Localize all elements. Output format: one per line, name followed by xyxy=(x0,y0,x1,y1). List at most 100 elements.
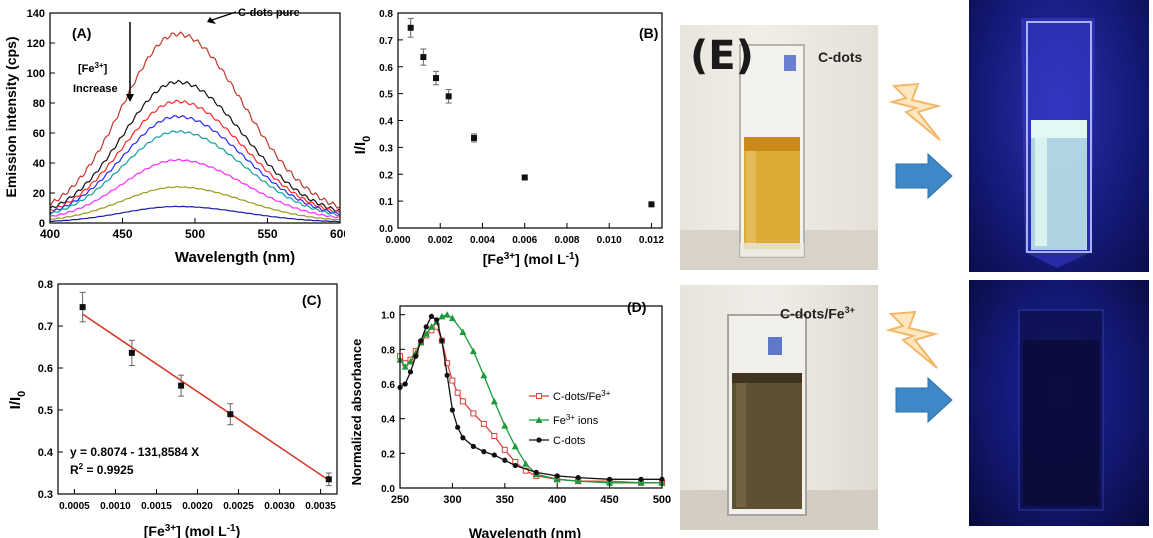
photo-label-cdots-fe: C-dots/Fe3+ xyxy=(780,305,855,322)
chart-a-ytick-label: 20 xyxy=(33,188,45,200)
chart-c-panel-label: (C) xyxy=(302,292,321,308)
chart-b-point xyxy=(407,24,414,31)
chart-a-xlabel: Wavelength (nm) xyxy=(175,249,295,266)
chart-d-point xyxy=(449,407,455,413)
chart-b-ytick-label: 0.8 xyxy=(379,9,393,20)
chart-d-point xyxy=(533,469,539,475)
chart-d-ytick-label: 0.8 xyxy=(381,345,395,356)
chart-d-point xyxy=(637,479,645,486)
chart-a-ytick-label: 120 xyxy=(27,38,45,50)
chart-b-point xyxy=(471,134,478,141)
chart-c-point xyxy=(227,411,234,418)
chart-a-xtick-label: 400 xyxy=(40,227,60,241)
chart-d-point xyxy=(491,433,498,439)
chart-d-point xyxy=(449,377,456,384)
chart-a-xtick-label: 550 xyxy=(257,227,277,241)
chart-a-series-line xyxy=(49,158,340,219)
chart-d-point xyxy=(418,338,424,344)
chart-a-xtick-label: 600 xyxy=(330,227,345,241)
chart-d-point xyxy=(554,473,560,479)
chart-d-point xyxy=(443,311,451,318)
chart-d-legend: C-dots/Fe3+ Fe3+ ions C-dots xyxy=(529,389,611,447)
chart-d-point xyxy=(448,314,456,322)
chart-d-point xyxy=(491,452,497,458)
chart-b-ytick-label: 0.3 xyxy=(379,143,393,154)
chart-d-series-line xyxy=(399,325,662,484)
chart-d-xlabel: Wavelength (nm) xyxy=(469,525,581,538)
chart-a-xtick-label: 450 xyxy=(112,227,132,241)
legend-label-cdots-fe: C-dots/Fe3+ xyxy=(553,389,611,403)
photo-cdots-uv xyxy=(969,0,1149,272)
chart-d-point xyxy=(401,363,409,370)
chart-a-xtick-label: 500 xyxy=(185,227,205,241)
chart-d-point xyxy=(490,397,498,405)
photo-panel-label: (E) xyxy=(690,33,754,79)
photo-cdots-fe-uv xyxy=(969,280,1149,526)
chart-a-ytick-label: 80 xyxy=(33,98,45,110)
chart-d-point xyxy=(438,312,446,320)
chart-b-point xyxy=(521,174,528,181)
chart-a-series-line xyxy=(49,185,340,221)
arrow-right-icon-top xyxy=(895,152,953,200)
chart-c-ytick-label: 0.3 xyxy=(38,489,53,501)
chart-c-ytick-label: 0.5 xyxy=(38,405,53,417)
chart-d-xtick-label: 400 xyxy=(548,494,566,506)
chart-d-series-line xyxy=(399,315,662,480)
chart-a-series-line xyxy=(49,79,340,213)
chart-d-ytick-label: 0.0 xyxy=(381,484,395,495)
chart-d-point xyxy=(407,369,414,375)
chart-b-xlabel: [Fe3+] (mol L-1) xyxy=(483,251,580,267)
chart-c-point xyxy=(79,304,86,311)
chart-d: 250 300 350 400 450 500 0.0 0.2 0.4 0.6 0.8 1.0 (D)… xyxy=(349,299,671,538)
chart-a-ytick-label: 60 xyxy=(33,128,45,140)
chart-d-point xyxy=(454,389,461,396)
chart-a-annotation-increase: Increase xyxy=(73,83,118,95)
chart-a-series-line xyxy=(49,114,340,216)
chart-c-xtick-label: 0.0005 xyxy=(59,501,90,512)
chart-b-xtick-label: 0.000 xyxy=(385,235,410,246)
chart-a-annotation-ion: [Fe3+] xyxy=(78,61,108,75)
chart-d-panel-label: (D) xyxy=(627,299,646,315)
chart-a-series-line xyxy=(49,31,340,210)
chart-a-ylabel: Emission intensity (cps) xyxy=(3,36,19,197)
chart-c-point xyxy=(178,382,185,389)
chart-b-ytick-label: 0.2 xyxy=(379,170,393,181)
chart-a-ytick-label: 0 xyxy=(39,218,45,230)
chart-c-xtick-label: 0.0035 xyxy=(305,501,336,512)
chart-c: 0.0005 0.0010 0.0015 0.0020 0.0025 0.0030 0.00… xyxy=(7,279,338,538)
chart-d-ytick-label: 0.6 xyxy=(381,380,395,391)
chart-d-point xyxy=(638,476,644,482)
chart-b-point xyxy=(433,75,440,82)
chart-b-ytick-label: 0.6 xyxy=(379,63,393,74)
chart-c-xtick-label: 0.0025 xyxy=(223,501,254,512)
chart-c-point xyxy=(128,349,135,356)
chart-d-point xyxy=(423,324,429,330)
chart-a-series-line xyxy=(49,205,340,223)
chart-d-point xyxy=(606,479,614,486)
chart-d-point xyxy=(444,372,450,378)
chart-b-xtick-label: 0.010 xyxy=(597,235,622,246)
chart-a-arrow-pure xyxy=(211,11,237,21)
chart-d-point xyxy=(413,353,419,359)
chart-c-point xyxy=(325,476,332,483)
chart-b-ytick-label: 0.4 xyxy=(379,117,393,128)
chart-a: 400 450 500 550 600 0 20 40 60 80 100 120 140 (A) C-… xyxy=(3,7,345,266)
chart-d-xtick-label: 450 xyxy=(600,494,618,506)
chart-b-ytick-label: 0.0 xyxy=(379,224,393,235)
chart-a-ytick-label: 140 xyxy=(27,8,45,20)
chart-b-xtick-label: 0.008 xyxy=(554,235,579,246)
chart-d-point xyxy=(439,338,445,344)
chart-c-xtick-label: 0.0015 xyxy=(141,501,172,512)
chart-d-point xyxy=(459,328,467,335)
legend-label-cdots: C-dots xyxy=(553,435,586,447)
chart-d-point xyxy=(402,381,408,387)
chart-d-xtick-label: 300 xyxy=(443,494,461,506)
chart-b-ytick-label: 0.5 xyxy=(379,90,393,101)
chart-d-point xyxy=(607,476,613,482)
chart-b-plot-frame xyxy=(397,12,663,229)
chart-c-ytick-label: 0.6 xyxy=(38,363,53,375)
chart-d-point xyxy=(536,437,542,443)
chart-c-r2: R2 = 0.9925 xyxy=(70,462,134,477)
chart-d-point xyxy=(470,410,477,417)
photo-label-cdots: C-dots xyxy=(818,49,863,65)
